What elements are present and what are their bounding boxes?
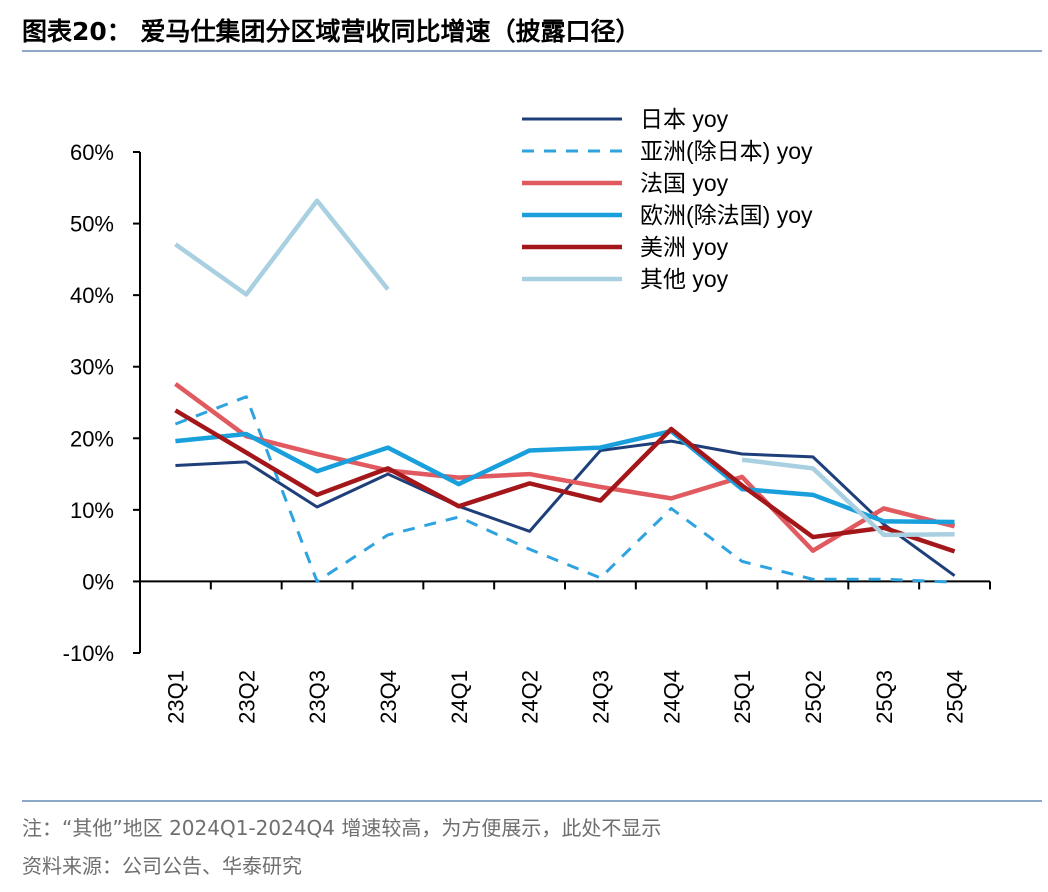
legend-label: 欧洲(除法国) yoy (640, 202, 813, 228)
y-tick-label: 10% (70, 498, 114, 523)
x-tick-label: 25Q3 (872, 670, 897, 724)
y-tick-label: 50% (70, 212, 114, 237)
line-chart: -10% 0% 10% 20% 30% 40% 50% 60% 23Q1 23Q2 23Q3 23Q4… (63, 106, 991, 724)
y-tick-label: 40% (70, 283, 114, 308)
series-line (174, 395, 955, 584)
series-0 (175, 439, 956, 577)
x-tick-label: 23Q4 (376, 670, 401, 724)
y-tick-label: -10% (63, 641, 114, 666)
legend-label: 美洲 yoy (640, 234, 729, 260)
series-1 (174, 395, 955, 584)
x-tick-label: 24Q2 (518, 670, 543, 724)
legend-item: 亚洲(除日本) yoy (522, 138, 813, 164)
legend-label: 法国 yoy (640, 170, 729, 196)
chart-legend: 日本 yoy 亚洲(除日本) yoy 法国 yoy 欧洲(除法国) yoy 美洲 yoy… (522, 106, 813, 292)
y-tick-label: 0% (82, 569, 114, 594)
legend-label: 其他 yoy (640, 266, 729, 292)
header-divider (22, 50, 1042, 52)
y-tick-label: 60% (70, 140, 114, 165)
y-tick-label: 20% (70, 426, 114, 451)
series-3 (175, 428, 955, 525)
footer-divider (22, 800, 1042, 802)
legend-item: 美洲 yoy (522, 234, 729, 260)
legend-label: 亚洲(除日本) yoy (640, 138, 813, 164)
series-line (741, 457, 955, 538)
legend-item: 法国 yoy (522, 170, 729, 196)
chart-axes: -10% 0% 10% 20% 30% 40% 50% 60% 23Q1 23Q2 23Q3 23Q4… (63, 140, 991, 724)
series-4 (174, 408, 956, 554)
legend-label: 日本 yoy (640, 106, 729, 132)
chart-title: 图表20： 爱马仕集团分区域营收同比增速（披露口径） (22, 17, 641, 46)
series-line (175, 428, 955, 525)
series-line (174, 408, 956, 554)
series-2 (174, 382, 956, 553)
x-tick-label: 24Q4 (659, 670, 684, 724)
legend-item: 日本 yoy (522, 106, 729, 132)
x-tick-label: 23Q3 (305, 670, 330, 724)
series-line (175, 439, 956, 577)
x-tick-label: 23Q1 (163, 670, 188, 724)
legend-item: 其他 yoy (522, 266, 729, 292)
source-note: 资料来源：公司公告、华泰研究 (22, 854, 302, 878)
y-tick-label: 30% (70, 355, 114, 380)
chart-note: 注：“其他”地区 2024Q1-2024Q4 增速较高，为方便展示，此处不显示 (22, 816, 662, 840)
series-layer (174, 198, 956, 584)
x-tick-label: 23Q2 (234, 670, 259, 724)
x-tick-label: 25Q4 (943, 670, 968, 724)
x-tick-label: 24Q1 (447, 670, 472, 724)
series-line (174, 198, 390, 297)
x-tick-label: 24Q3 (588, 670, 613, 724)
series-5 (174, 198, 955, 538)
x-tick-label: 25Q1 (730, 670, 755, 724)
x-tick-label: 25Q2 (801, 670, 826, 724)
series-line (174, 382, 956, 553)
legend-item: 欧洲(除法国) yoy (522, 202, 813, 228)
